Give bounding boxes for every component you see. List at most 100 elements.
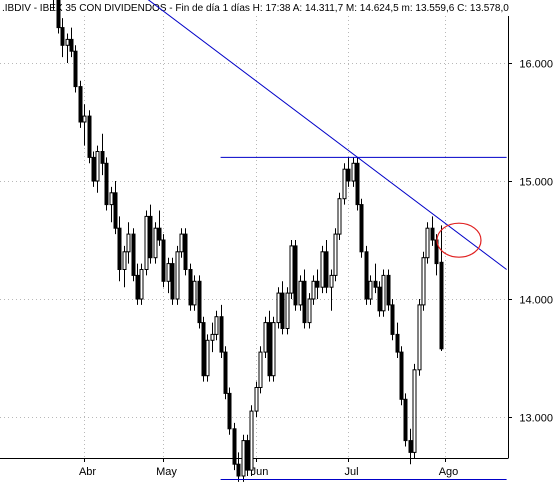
candle-layer — [53, 0, 444, 482]
candle-body-87 — [386, 274, 391, 306]
candle-52 — [232, 422, 237, 471]
candle-72 — [320, 245, 325, 294]
candle-body-37 — [166, 263, 171, 282]
candle-body-96 — [425, 227, 430, 259]
candle-99 — [439, 225, 444, 352]
candle-19 — [87, 110, 92, 164]
candle-46 — [205, 334, 210, 382]
candle-15 — [69, 27, 74, 58]
header-max: M: 14.624,5 — [346, 3, 399, 14]
candle-54 — [241, 434, 246, 482]
candle-body-76 — [337, 198, 342, 235]
candle-body-90 — [399, 351, 404, 400]
x-tick-label-4: Ago — [439, 466, 459, 478]
candle-40 — [179, 228, 184, 258]
candle-body-81 — [359, 204, 364, 253]
candle-39 — [175, 245, 180, 305]
candle-body-53 — [236, 463, 241, 477]
candle-body-30 — [135, 274, 140, 300]
candle-body-92 — [408, 440, 413, 453]
candle-29 — [131, 228, 136, 282]
candle-37 — [166, 257, 171, 294]
candle-body-48 — [214, 316, 219, 335]
candle-body-13 — [60, 27, 65, 46]
candle-body-66 — [293, 245, 298, 306]
candle-79 — [351, 157, 356, 187]
candle-body-64 — [285, 292, 290, 330]
candle-77 — [342, 163, 347, 205]
candle-body-85 — [377, 286, 382, 312]
candle-body-22 — [100, 151, 105, 164]
candle-body-41 — [183, 233, 188, 271]
candle-65 — [289, 240, 294, 299]
candle-66 — [293, 240, 298, 311]
y-tick-label-3: 16.000 — [519, 59, 553, 71]
header-sep-1: - — [34, 3, 40, 14]
candle-55 — [245, 434, 250, 476]
candle-84 — [373, 263, 378, 294]
candle-61 — [271, 316, 276, 382]
candle-body-67 — [298, 280, 303, 306]
line-layer — [147, 0, 507, 481]
candle-body-72 — [320, 251, 325, 288]
candle-20 — [91, 151, 96, 187]
candle-body-63 — [280, 292, 285, 330]
candle-body-71 — [315, 280, 320, 288]
candle-body-61 — [271, 322, 276, 377]
candle-body-21 — [95, 151, 100, 182]
y-tick-label-0: 13.000 — [519, 413, 553, 425]
candle-34 — [153, 222, 158, 264]
candle-body-40 — [179, 233, 184, 253]
candle-body-95 — [421, 257, 426, 306]
candle-body-46 — [205, 339, 210, 377]
candle-38 — [170, 257, 175, 305]
candle-body-55 — [245, 440, 250, 471]
candle-97 — [430, 216, 435, 246]
candle-body-45 — [201, 322, 206, 377]
x-tick-label-2: Jun — [251, 466, 269, 478]
candle-body-33 — [148, 215, 153, 259]
candle-body-57 — [254, 387, 259, 412]
candle-13 — [60, 18, 65, 58]
x-tick-label-3: Jul — [344, 466, 358, 478]
candle-body-39 — [175, 251, 180, 300]
candle-body-14 — [65, 38, 70, 46]
candle-86 — [381, 269, 386, 317]
candle-57 — [254, 381, 259, 417]
candle-36 — [161, 234, 166, 288]
candle-28 — [126, 222, 131, 264]
candle-body-23 — [104, 162, 109, 206]
highlight-circle — [436, 222, 482, 258]
candle-30 — [135, 263, 140, 305]
candle-96 — [425, 222, 430, 264]
candle-63 — [280, 281, 285, 335]
candle-35 — [157, 210, 162, 246]
candle-80 — [355, 157, 360, 211]
candle-78 — [346, 157, 351, 187]
candle-body-89 — [395, 333, 400, 353]
candle-body-73 — [324, 251, 329, 288]
candle-body-12 — [56, 0, 61, 29]
candle-68 — [302, 269, 307, 329]
candle-16 — [73, 45, 78, 93]
candle-body-34 — [153, 227, 158, 259]
candle-body-65 — [289, 245, 294, 294]
candle-17 — [78, 80, 83, 128]
candle-body-70 — [311, 280, 316, 300]
candle-body-43 — [192, 280, 197, 306]
header-close: C: 13.578,0 — [457, 3, 509, 14]
candle-89 — [395, 322, 400, 358]
header-interval: Fin de día 1 días — [175, 3, 250, 14]
candle-body-79 — [351, 162, 356, 182]
candle-49 — [219, 304, 224, 358]
candle-body-69 — [307, 298, 312, 324]
candle-64 — [285, 287, 290, 335]
candle-body-62 — [276, 292, 281, 324]
candle-body-19 — [87, 115, 92, 158]
candle-18 — [82, 104, 87, 146]
candle-71 — [315, 269, 320, 299]
candle-23 — [104, 157, 109, 211]
candle-body-68 — [302, 280, 307, 324]
